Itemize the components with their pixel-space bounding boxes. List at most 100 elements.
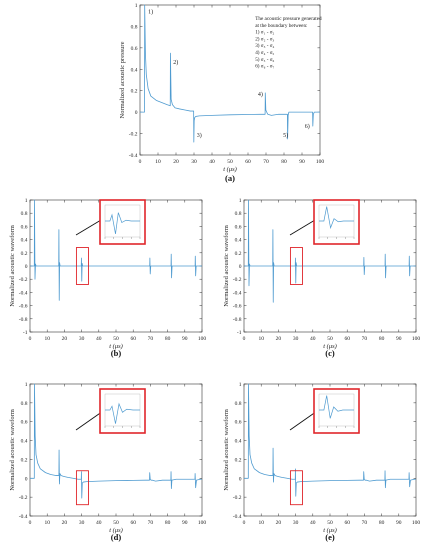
x-tick-label: 80 <box>165 520 171 526</box>
y-tick-label: 0 <box>25 476 28 482</box>
x-tick-label: 20 <box>62 336 68 342</box>
y-tick-label: -0.2 <box>233 277 242 283</box>
x-tick-label: 0 <box>139 159 142 165</box>
y-tick-label: -0.4 <box>233 514 242 520</box>
x-tick-label: 90 <box>299 159 305 165</box>
x-tick-label: 50 <box>327 520 333 526</box>
y-tick-label: 1 <box>239 382 242 388</box>
peak-annotation: 3) <box>197 132 202 139</box>
y-tick-label: 1 <box>239 198 242 204</box>
x-tick-label: 70 <box>263 159 269 165</box>
inset-series-line <box>105 212 140 234</box>
series-line <box>30 383 202 499</box>
x-tick-label: 80 <box>379 336 385 342</box>
y-axis-label: Normalized acoustic waveform <box>223 409 230 491</box>
y-axis-label: Normalized acoustic pressure <box>119 41 126 118</box>
x-tick-label: 90 <box>396 336 402 342</box>
legend-line: at the boundary between: <box>255 23 308 29</box>
y-axis-label: Normalized acoustic waveform <box>9 225 16 307</box>
x-tick-label: 40 <box>209 159 215 165</box>
legend-line: 1) σ₁ - σ₂ <box>255 29 274 36</box>
y-tick-label: -0.8 <box>233 317 242 323</box>
y-tick-label: -0.2 <box>19 495 28 501</box>
panel-label: (e) <box>325 532 335 542</box>
y-tick-label: 0.8 <box>21 401 28 407</box>
inset-frame <box>313 388 360 434</box>
y-tick-label: 0.4 <box>235 238 242 244</box>
y-tick-label: -1 <box>237 330 242 336</box>
x-tick-label: 10 <box>155 159 161 165</box>
x-tick-label: 70 <box>148 520 154 526</box>
x-tick-label: 0 <box>243 336 246 342</box>
y-tick-label: -0.6 <box>233 304 242 310</box>
legend-line: 4) σ₄ - σ₅ <box>255 49 274 56</box>
y-axis-label: Normalized acoustic waveform <box>223 225 230 307</box>
panel-label: (b) <box>111 348 122 358</box>
x-axis-label: t (μs) <box>323 527 337 534</box>
chart-panel-c: 0 10 20 30 40 50 60 70 80 90 100-1-0.8-0.6-0.4-0.2… <box>223 198 420 358</box>
y-tick-label: -0.4 <box>233 290 242 296</box>
x-tick-label: 80 <box>379 520 385 526</box>
y-tick-label: 0.4 <box>131 67 138 73</box>
x-axis-label: t (μs) <box>323 343 337 350</box>
peak-annotation: 6) <box>305 123 310 130</box>
y-tick-label: -0.2 <box>129 132 138 138</box>
y-tick-label: -0.2 <box>233 495 242 501</box>
peak-annotation: 4) <box>258 91 263 98</box>
x-tick-label: 30 <box>293 336 299 342</box>
y-tick-label: 0.8 <box>21 211 28 217</box>
x-tick-label: 30 <box>293 520 299 526</box>
highlight-box <box>289 470 303 506</box>
legend-line: 2) σ₂ - σ₃ <box>255 35 274 42</box>
y-tick-label: 1 <box>25 382 28 388</box>
x-tick-label: 70 <box>148 336 154 342</box>
x-tick-label: 100 <box>316 159 325 165</box>
panel-label: (d) <box>111 532 122 542</box>
legend-line: 6) σ₆ - σ₇ <box>255 63 274 70</box>
highlight-box <box>75 470 89 506</box>
inset-frame <box>313 199 360 245</box>
x-tick-label: 10 <box>44 336 50 342</box>
x-tick-label: 70 <box>362 336 368 342</box>
panel-label: (a) <box>225 173 235 183</box>
x-tick-label: 50 <box>327 336 333 342</box>
highlight-box <box>289 247 303 285</box>
x-axis-label: t (μs) <box>109 527 123 534</box>
legend-line: 3) σ₃ - σ₄ <box>255 42 274 49</box>
x-tick-label: 100 <box>198 336 207 342</box>
x-tick-label: 40 <box>96 520 102 526</box>
x-tick-label: 40 <box>96 336 102 342</box>
y-tick-label: 0.8 <box>235 211 242 217</box>
x-tick-label: 30 <box>191 159 197 165</box>
x-tick-label: 100 <box>412 520 421 526</box>
x-tick-label: 0 <box>29 520 32 526</box>
x-tick-label: 40 <box>310 520 316 526</box>
chart-panel-a: 0 10 20 30 40 50 60 70 80 90 100 -0.4 -0.2 0 0.2 0.4 0.6… <box>119 3 324 183</box>
x-tick-label: 70 <box>362 520 368 526</box>
y-tick-label: 1 <box>135 3 138 9</box>
x-tick-label: 80 <box>165 336 171 342</box>
panel-label: (c) <box>325 348 335 358</box>
x-tick-label: 10 <box>44 520 50 526</box>
chart-panel-d: 0 10 20 30 40 50 60 70 80 90 100 -0.4 -0.2 0 0.2 0.4 0.6… <box>9 382 206 542</box>
x-tick-label: 20 <box>276 336 282 342</box>
x-tick-label: 100 <box>412 336 421 342</box>
x-tick-label: 10 <box>258 336 264 342</box>
y-tick-label: 0 <box>239 476 242 482</box>
y-tick-label: 0.2 <box>21 457 28 463</box>
y-tick-label: 0 <box>25 264 28 270</box>
x-tick-label: 30 <box>79 336 85 342</box>
x-tick-label: 60 <box>130 520 136 526</box>
x-axis-label: t (μs) <box>109 343 123 350</box>
y-tick-label: 0.2 <box>235 457 242 463</box>
x-tick-label: 0 <box>29 336 32 342</box>
x-tick-label: 0 <box>243 520 246 526</box>
x-tick-label: 20 <box>276 520 282 526</box>
inset-series-line <box>319 395 354 419</box>
y-axis-label: Normalized acoustic waveform <box>9 409 16 491</box>
x-tick-label: 40 <box>310 336 316 342</box>
inset-frame <box>99 388 146 434</box>
y-tick-label: 0 <box>239 264 242 270</box>
y-tick-label: -0.8 <box>19 317 28 323</box>
series-line <box>140 4 320 143</box>
